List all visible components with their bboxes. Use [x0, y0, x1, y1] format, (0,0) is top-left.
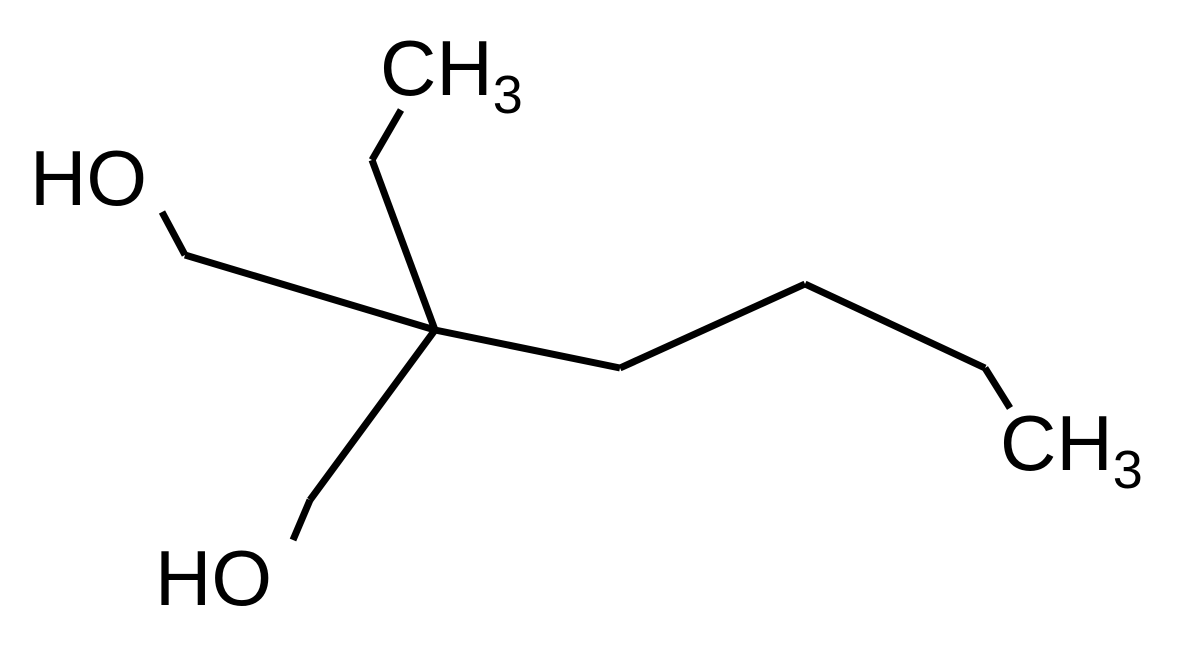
bond: [372, 110, 401, 160]
atom-label-ch3_top: CH3: [380, 24, 523, 125]
atom-label-ho_upper: HO: [30, 134, 147, 222]
bond: [185, 255, 435, 330]
labels-group: HO HO CH3 CH3: [30, 24, 1143, 622]
bond: [435, 330, 620, 368]
chemical-structure-diagram: HO HO CH3 CH3: [0, 0, 1200, 649]
bond: [620, 284, 805, 368]
bond: [162, 212, 185, 255]
atom-label-ho_lower: HO: [155, 534, 272, 622]
bond: [293, 500, 310, 540]
bond: [805, 284, 985, 368]
bonds-group: [162, 110, 1010, 540]
bond: [310, 330, 435, 500]
bond: [372, 160, 435, 330]
atom-label-ch3_right: CH3: [1000, 399, 1143, 500]
